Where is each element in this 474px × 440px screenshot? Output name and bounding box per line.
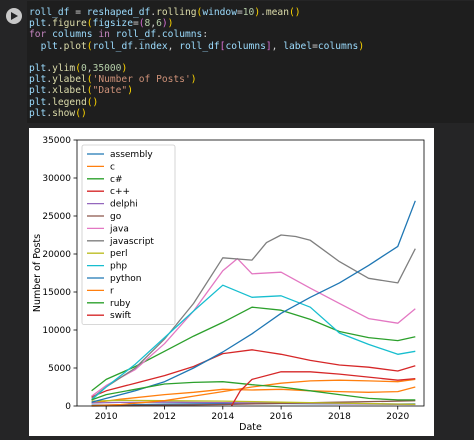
y-axis-label: Number of Posts	[32, 234, 43, 312]
code-line: plt.show()	[29, 107, 87, 119]
y-tick-label: 25000	[42, 212, 71, 222]
code-line: for columns in roll_df.columns:	[29, 29, 209, 41]
y-tick-label: 0	[65, 402, 71, 412]
legend-entry: r	[110, 286, 114, 296]
code-line: plt.ylim(0,35000)	[29, 62, 128, 74]
legend-entry: go	[110, 212, 122, 222]
y-tick-label: 5000	[48, 364, 71, 374]
code-line: plt.xlabel("Date")	[29, 85, 133, 97]
legend-entry: python	[110, 274, 141, 284]
legend-entry: c++	[110, 187, 130, 197]
plot-frame	[76, 139, 425, 407]
y-tick-label: 30000	[42, 174, 71, 184]
code-line: plt.plot(roll_df.index, roll_df[columns]…	[40, 40, 365, 52]
code-line: plt.figure(figsize=(8,6))	[29, 18, 174, 30]
series-line-c	[91, 386, 416, 404]
series-line-c-	[91, 306, 416, 392]
legend-entry: swift	[110, 311, 132, 321]
legend-entry: c	[110, 162, 115, 172]
code-line: roll_df = reshaped_df.rolling(window=10)…	[29, 7, 301, 18]
legend-entry: perl	[110, 249, 127, 259]
line-chart: 0 5000 10000 15000 20000 25000 30000 35000 2010 2…	[32, 136, 425, 433]
y-tick-label: 15000	[42, 288, 71, 298]
code-line: plt.legend()	[29, 96, 99, 108]
y-tick-label: 20000	[42, 250, 71, 260]
legend-entry: javascript	[109, 237, 154, 247]
legend-entry: c#	[110, 175, 123, 185]
legend-entry: java	[109, 224, 129, 234]
y-tick-label: 10000	[42, 326, 71, 336]
series-line-java	[91, 257, 416, 397]
series-line-javascript	[91, 234, 416, 399]
play-icon	[11, 12, 18, 20]
legend: assembly c c# c++ delphi go java javascript perl…	[81, 144, 176, 326]
x-tick-label: 2012	[153, 412, 176, 422]
x-tick-label: 2018	[328, 412, 351, 422]
series-line-perl	[91, 399, 416, 405]
code-line: plt.ylabel('Number of Posts')	[29, 74, 197, 86]
legend-entry: ruby	[110, 299, 131, 309]
x-tick-label: 2010	[95, 412, 118, 422]
legend-entry: delphi	[110, 200, 138, 210]
x-tick-label: 2016	[270, 412, 293, 422]
matplotlib-figure: 0 5000 10000 15000 20000 25000 30000 35000 2010 2…	[29, 128, 434, 436]
series-line-c-	[91, 349, 416, 398]
series-line-python	[91, 200, 416, 403]
legend-entry: php	[110, 262, 127, 272]
x-tick-label: 2014	[211, 412, 234, 422]
x-axis-label: Date	[239, 422, 262, 433]
legend-box	[81, 144, 176, 326]
series-line-php	[91, 284, 416, 401]
series-line-r	[91, 378, 416, 407]
series-line-swift	[230, 371, 416, 407]
code-line	[29, 52, 474, 63]
run-cell-button[interactable]	[6, 8, 22, 24]
code-editor[interactable]: roll_df = reshaped_df.rolling(window=10)…	[27, 1, 474, 123]
series-line-ruby	[91, 381, 416, 401]
series-line-go	[91, 400, 416, 407]
x-tick-label: 2020	[386, 412, 409, 422]
y-tick-label: 35000	[42, 136, 71, 146]
legend-entry: assembly	[110, 150, 153, 160]
